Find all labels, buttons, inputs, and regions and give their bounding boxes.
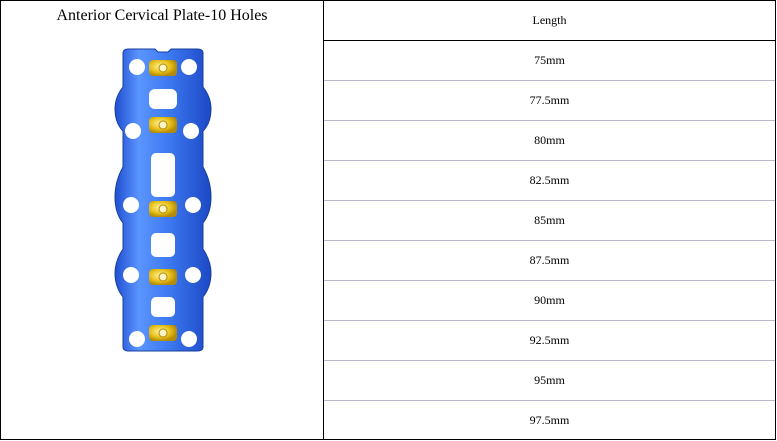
table-row: 77.5mm [324, 81, 775, 121]
table-row: 97.5mm [529, 413, 570, 427]
product-title: Anterior Cervical Plate-10 Holes [56, 7, 268, 24]
table-row: 90mm [324, 281, 775, 321]
table-row: 92.5mm [324, 321, 775, 361]
table-row: 75mm [324, 41, 775, 81]
table-row: 80mm [324, 121, 775, 161]
length-header: Length [324, 1, 775, 41]
table-row: 87.5mm [324, 241, 775, 281]
product-cell: Anterior Cervical Plate-10 Holes [1, 1, 324, 439]
table-row: 82.5mm [324, 161, 775, 201]
cervical-plate-image [114, 48, 212, 352]
table-row: 85mm [324, 201, 775, 241]
table-row: 95mm [324, 361, 775, 401]
length-column: Length 75mm 77.5mm 80mm 82.5mm 85mm 87.5… [324, 1, 775, 439]
